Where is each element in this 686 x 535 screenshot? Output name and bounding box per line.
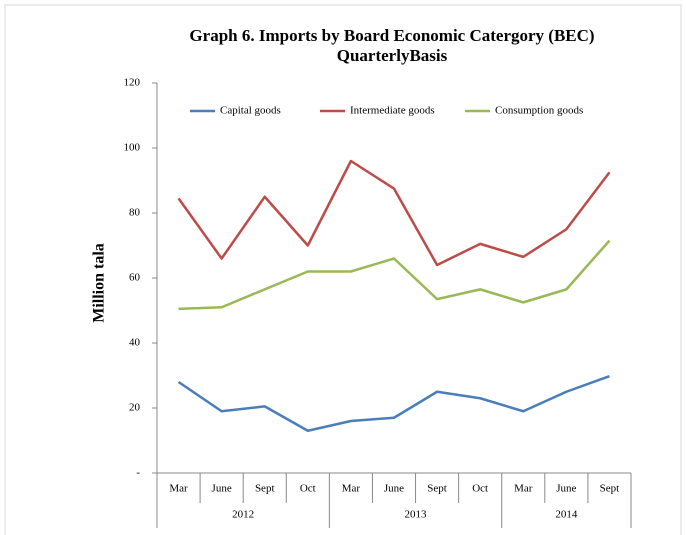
- chart-subtitle: QuarterlyBasis: [337, 46, 448, 65]
- x-tick-label: June: [556, 483, 576, 495]
- chart-title: Graph 6. Imports by Board Economic Cater…: [189, 26, 594, 45]
- x-tick-label: Sept: [255, 483, 275, 495]
- legend-label: Capital goods: [220, 105, 281, 117]
- series-line: [178, 239, 611, 311]
- x-group-label: 2013: [405, 509, 428, 521]
- y-tick-label: 40: [129, 337, 141, 349]
- y-tick-label: 120: [124, 77, 141, 89]
- y-tick-label: -: [136, 467, 140, 479]
- y-tick-label: 80: [129, 207, 141, 219]
- legend-label: Intermediate goods: [350, 105, 435, 117]
- x-tick-label: Mar: [342, 483, 361, 495]
- y-axis-label: Million tala: [91, 243, 108, 323]
- x-tick-label: Mar: [514, 483, 533, 495]
- y-tick-label: 20: [129, 402, 141, 414]
- x-tick-label: June: [212, 483, 232, 495]
- x-tick-label: Sept: [600, 483, 620, 495]
- x-tick-label: Oct: [472, 483, 488, 495]
- x-tick-label: Mar: [169, 483, 188, 495]
- x-tick-label: Oct: [300, 483, 316, 495]
- x-tick-label: Sept: [427, 483, 447, 495]
- series-line: [177, 374, 610, 432]
- y-tick-label: 60: [129, 272, 141, 284]
- series-line: [177, 159, 611, 267]
- x-group-label: 2014: [555, 509, 578, 521]
- y-tick-label: 100: [124, 142, 141, 154]
- x-group-label: 2012: [232, 509, 254, 521]
- x-tick-label: June: [384, 483, 404, 495]
- legend-label: Consumption goods: [495, 105, 583, 117]
- chart-frame: [4, 4, 682, 535]
